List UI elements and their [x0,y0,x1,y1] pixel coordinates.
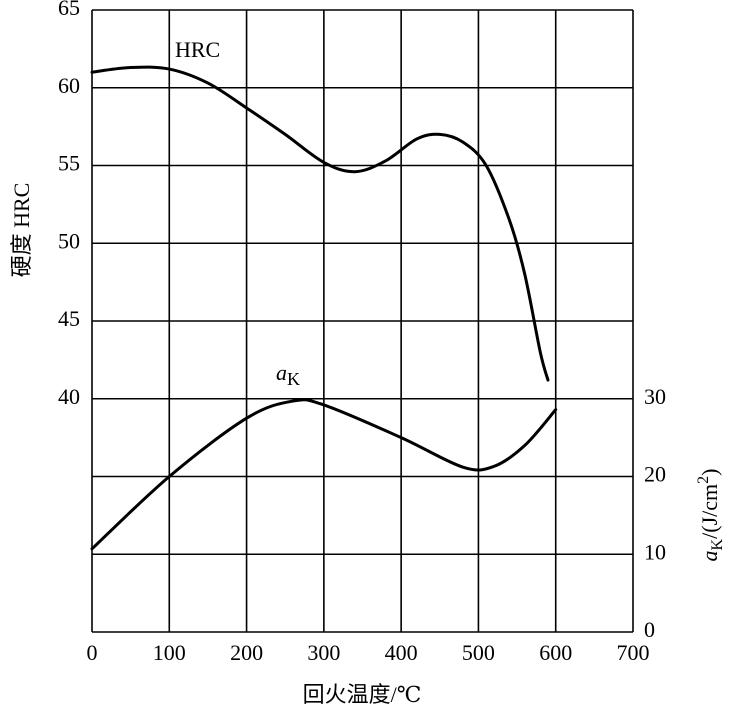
x-axis-label: 回火温度/℃ [303,682,422,707]
y2-label-part: /(J/cm [697,484,722,539]
x-tick-label: 100 [153,640,186,665]
x-tick-label: 300 [307,640,340,665]
y-tick-label: 40 [58,384,80,409]
y-tick-label: 45 [58,306,80,331]
y2-label-part: K [709,538,726,550]
y-tick-label: 55 [58,151,80,176]
series-label: HRC [175,37,220,62]
x-tick-label: 500 [462,640,495,665]
series-label-part: K [287,369,300,389]
y2-label-part: 2 [695,476,712,484]
y-tick-label: 60 [58,73,80,98]
y-axis-label: 硬度 HRC [9,183,34,278]
y2-tick-label: 10 [644,539,666,564]
y2-tick-label: 0 [644,617,655,642]
x-tick-label: 700 [617,640,650,665]
y2-tick-label: 30 [644,384,666,409]
x-tick-label: 600 [539,640,572,665]
line [90,65,550,382]
y-tick-label: 50 [58,228,80,253]
series-label: aK [276,360,300,389]
y-tick-label: 65 [58,0,80,20]
y2-label-part: ) [697,469,722,476]
y2-label-part: a [697,550,722,561]
y2-axis-label: aK/(J/cm2) [695,469,726,562]
y2-tick-label: 20 [644,462,666,487]
x-tick-label: 400 [385,640,418,665]
series-label-part: a [276,360,287,385]
x-tick-label: 200 [230,640,263,665]
x-tick-label: 0 [87,640,98,665]
line [90,398,558,551]
